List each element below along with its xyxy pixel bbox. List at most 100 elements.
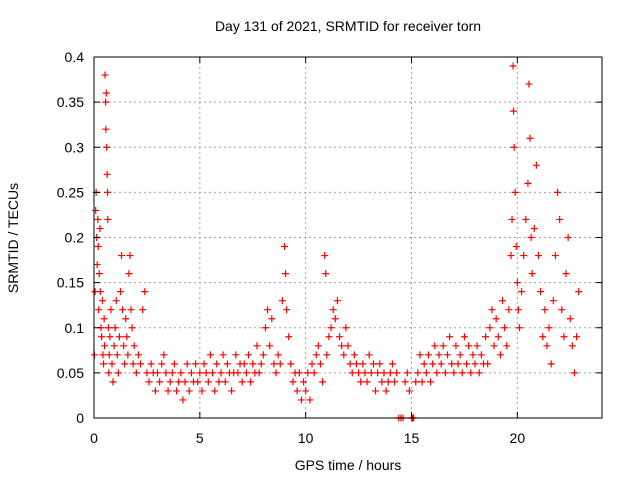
data-point — [94, 215, 102, 223]
data-point — [160, 351, 168, 359]
data-point — [94, 243, 102, 251]
data-point — [380, 369, 388, 377]
data-point — [283, 306, 291, 314]
data-point — [137, 360, 145, 368]
data-point — [473, 342, 481, 350]
x-tick-label: 0 — [90, 430, 98, 446]
data-point — [221, 378, 229, 386]
data-point — [471, 360, 479, 368]
data-point — [103, 143, 111, 151]
data-point — [514, 306, 522, 314]
data-point — [510, 143, 518, 151]
data-point — [154, 369, 161, 377]
data-point — [242, 369, 250, 377]
data-point — [558, 306, 566, 314]
data-point — [100, 360, 108, 368]
data-point — [477, 351, 485, 359]
data-point — [401, 378, 409, 386]
data-point — [424, 351, 432, 359]
data-point — [573, 333, 581, 341]
data-point — [433, 369, 441, 377]
data-point — [564, 234, 572, 241]
data-point — [300, 378, 308, 386]
data-point — [204, 378, 212, 386]
data-point — [460, 333, 468, 341]
data-point — [308, 360, 316, 368]
data-point — [151, 387, 159, 395]
data-point — [357, 378, 365, 386]
data-point — [350, 351, 358, 359]
data-point — [435, 351, 443, 359]
data-point — [539, 333, 547, 341]
data-point — [329, 306, 337, 314]
data-point — [363, 378, 371, 386]
x-axis-label: GPS time / hours — [295, 457, 402, 473]
data-point — [508, 215, 516, 223]
data-point — [522, 215, 530, 223]
data-point — [103, 170, 111, 178]
data-point — [454, 360, 462, 368]
data-point — [325, 333, 333, 341]
x-tick-label: 5 — [196, 430, 204, 446]
data-point — [96, 224, 104, 232]
data-point — [116, 288, 124, 296]
data-point — [331, 315, 339, 323]
data-point — [179, 396, 187, 404]
data-point — [217, 369, 225, 377]
data-point — [112, 297, 120, 305]
data-point — [556, 215, 564, 223]
y-tick-label: 0.25 — [57, 184, 84, 200]
data-point — [382, 387, 390, 395]
data-point — [518, 288, 526, 296]
data-point — [127, 306, 135, 314]
data-point — [253, 342, 261, 350]
y-tick-label: 0.15 — [57, 275, 84, 291]
data-point — [134, 351, 142, 359]
data-point — [125, 270, 133, 278]
data-point — [228, 387, 236, 395]
data-point — [114, 369, 122, 377]
data-point — [107, 306, 115, 314]
data-point — [113, 351, 121, 359]
data-point — [119, 306, 127, 314]
data-point — [469, 351, 477, 359]
data-point — [314, 342, 322, 350]
data-point — [259, 351, 267, 359]
data-points — [90, 62, 583, 422]
data-point — [336, 333, 344, 341]
data-point — [431, 342, 439, 350]
data-point — [443, 351, 451, 359]
data-point — [102, 98, 110, 106]
data-point — [554, 188, 562, 196]
data-point — [525, 80, 533, 88]
data-point — [560, 333, 568, 341]
data-point — [484, 360, 492, 368]
data-point — [240, 360, 248, 368]
data-point — [429, 360, 437, 368]
data-point — [102, 125, 110, 133]
data-point — [268, 315, 276, 323]
data-point — [378, 378, 386, 386]
data-point — [507, 252, 515, 260]
data-point — [452, 342, 460, 350]
data-point — [209, 369, 217, 377]
data-point — [465, 342, 473, 350]
data-point — [551, 252, 559, 260]
data-point — [439, 342, 447, 350]
data-point — [420, 360, 428, 368]
data-point — [105, 369, 113, 377]
data-point — [255, 369, 263, 377]
data-point — [266, 342, 274, 350]
data-point — [505, 306, 513, 314]
data-point — [499, 297, 507, 305]
data-point — [501, 324, 509, 332]
data-point — [293, 387, 301, 395]
data-point — [549, 297, 557, 305]
data-point — [570, 369, 578, 377]
data-point — [566, 315, 574, 323]
data-point — [120, 342, 128, 350]
data-point — [488, 306, 496, 314]
data-point — [100, 315, 108, 323]
data-point — [110, 342, 118, 350]
